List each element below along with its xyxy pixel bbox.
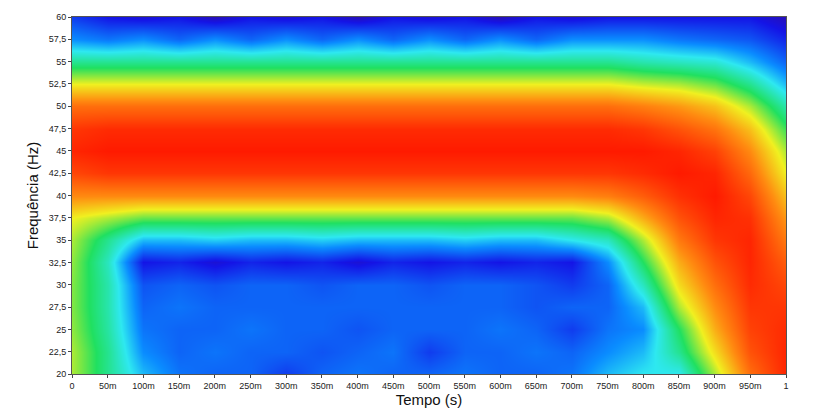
svg-text:50m: 50m bbox=[99, 381, 117, 391]
svg-text:450m: 450m bbox=[382, 381, 405, 391]
svg-text:550m: 550m bbox=[453, 381, 476, 391]
svg-text:600m: 600m bbox=[489, 381, 512, 391]
svg-text:30: 30 bbox=[56, 280, 66, 290]
svg-text:Frequência (Hz): Frequência (Hz) bbox=[24, 142, 41, 250]
svg-text:1: 1 bbox=[783, 381, 788, 391]
svg-text:650m: 650m bbox=[525, 381, 548, 391]
svg-text:60: 60 bbox=[56, 12, 66, 22]
svg-text:800m: 800m bbox=[632, 381, 655, 391]
svg-text:35: 35 bbox=[56, 235, 66, 245]
svg-text:20: 20 bbox=[56, 369, 66, 379]
svg-text:700m: 700m bbox=[561, 381, 584, 391]
svg-text:400m: 400m bbox=[346, 381, 369, 391]
svg-text:50: 50 bbox=[56, 101, 66, 111]
svg-text:42,5: 42,5 bbox=[49, 168, 67, 178]
svg-text:32,5: 32,5 bbox=[49, 258, 67, 268]
svg-text:57,5: 57,5 bbox=[49, 34, 67, 44]
svg-text:55: 55 bbox=[56, 57, 66, 67]
svg-text:750m: 750m bbox=[596, 381, 619, 391]
svg-text:200m: 200m bbox=[204, 381, 227, 391]
svg-text:850m: 850m bbox=[668, 381, 691, 391]
svg-text:300m: 300m bbox=[275, 381, 298, 391]
svg-text:0: 0 bbox=[69, 381, 74, 391]
svg-text:52,5: 52,5 bbox=[49, 79, 67, 89]
svg-text:250m: 250m bbox=[239, 381, 262, 391]
svg-text:150m: 150m bbox=[168, 381, 191, 391]
svg-text:27,5: 27,5 bbox=[49, 302, 67, 312]
svg-text:37,5: 37,5 bbox=[49, 213, 67, 223]
svg-text:47,5: 47,5 bbox=[49, 124, 67, 134]
svg-text:Tempo (s): Tempo (s) bbox=[396, 391, 463, 408]
svg-text:40: 40 bbox=[56, 191, 66, 201]
svg-text:45: 45 bbox=[56, 146, 66, 156]
svg-text:900m: 900m bbox=[703, 381, 726, 391]
svg-text:100m: 100m bbox=[132, 381, 155, 391]
svg-text:950m: 950m bbox=[739, 381, 762, 391]
svg-text:25: 25 bbox=[56, 325, 66, 335]
svg-text:22,5: 22,5 bbox=[49, 347, 67, 357]
svg-text:500m: 500m bbox=[418, 381, 441, 391]
svg-text:350m: 350m bbox=[311, 381, 334, 391]
